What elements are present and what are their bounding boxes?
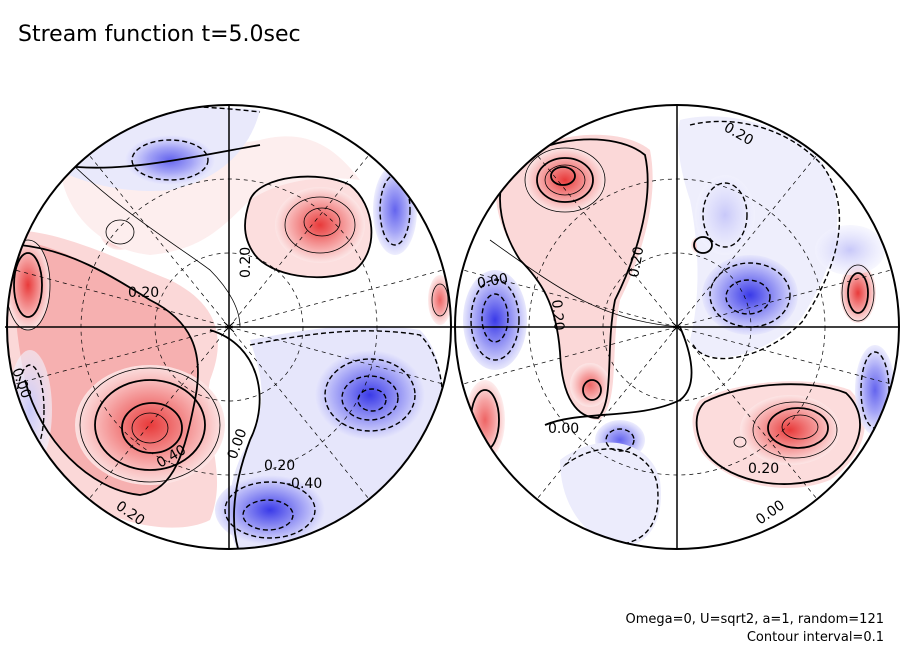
contour-label: 0.20	[626, 245, 647, 278]
contour-label: 0.20	[128, 285, 159, 301]
pole-markers	[223, 321, 683, 333]
contour-label: 0.00	[548, 421, 579, 437]
chart-title: Stream function t=5.0sec	[18, 22, 301, 47]
parameters-note: Omega=0, U=sqrt2, a=1, random=121	[625, 612, 884, 627]
contour-label: 0.20	[264, 458, 295, 474]
contour-label: -0.40	[286, 476, 322, 492]
contour-label: 0.20	[548, 299, 567, 331]
contour-interval-note: Contour interval=0.1	[746, 630, 884, 645]
contour-label: 0.00	[476, 271, 509, 292]
contour-label: 0.20	[238, 247, 254, 278]
left-hemisphere	[7, 105, 451, 549]
contour-label: 0.20	[748, 461, 779, 477]
